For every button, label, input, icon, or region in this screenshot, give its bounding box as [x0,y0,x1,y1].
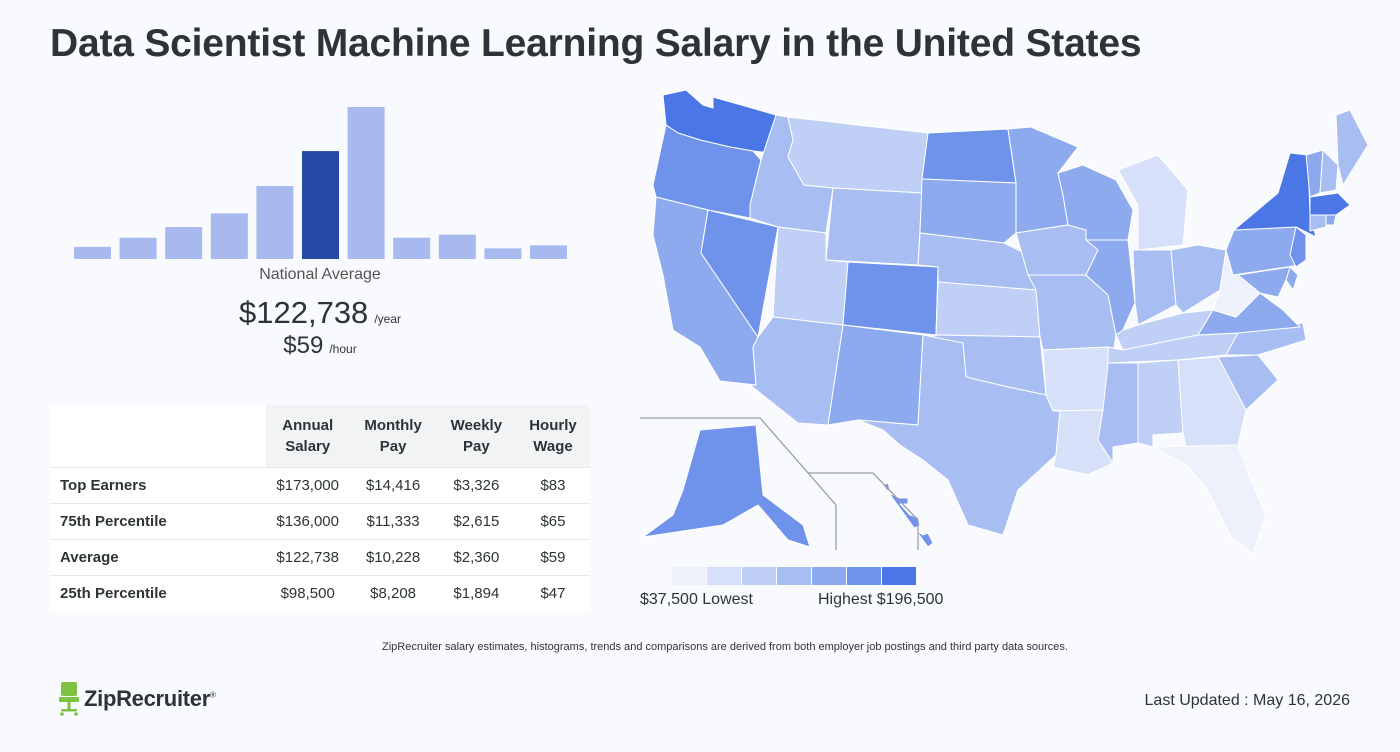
row-label: 25th Percentile [50,575,266,612]
histogram-bar [256,186,294,259]
state-hi[interactable] [882,482,934,548]
cell-weekly: $3,326 [436,467,516,504]
cell-annual: $122,738 [266,539,350,576]
table-row: 75th Percentile $136,000 $11,333 $2,615 … [50,503,590,540]
legend-swatch-7 [882,567,916,585]
state-in[interactable] [1132,249,1177,326]
state-md[interactable] [1237,266,1291,298]
cell-annual: $136,000 [266,503,350,540]
state-ak[interactable] [642,424,811,548]
registered-mark: ® [209,690,216,700]
state-wy[interactable] [825,187,923,266]
histogram-bar-average [302,151,339,259]
histogram-bar [74,246,111,259]
state-co[interactable] [842,261,939,336]
header-weekly-pay: Weekly Pay [436,405,516,468]
national-average-label: National Average [259,266,381,283]
last-updated: Last Updated : May 16, 2026 [1144,692,1350,709]
state-al[interactable] [1137,359,1184,448]
histogram-bar [530,245,567,259]
histogram-bar [347,107,385,259]
cell-monthly: $14,416 [349,467,437,504]
histogram-bar [210,213,248,259]
cell-weekly: $1,894 [436,575,516,612]
state-nh[interactable] [1319,149,1339,194]
cell-hourly: $83 [515,467,590,504]
cell-monthly: $8,208 [349,575,437,612]
cell-hourly: $65 [515,503,590,540]
chair-icon [59,682,79,716]
state-fl[interactable] [1152,444,1267,554]
hourly-average-value: $59 [283,332,324,359]
hourly-unit: /hour [329,342,357,356]
state-tx[interactable] [857,334,1061,536]
state-ks[interactable] [935,281,1041,338]
hourly-average: $59/hour [160,332,480,360]
state-ar[interactable] [1042,346,1109,412]
state-shapes [642,89,1369,554]
cell-monthly: $11,333 [349,503,437,540]
state-ms[interactable] [1097,362,1139,464]
histogram-bar [393,237,431,259]
legend-high-label: Highest $196,500 [818,591,944,608]
us-salary-map [640,89,1369,554]
table-header-blank [50,405,266,468]
cell-hourly: $59 [515,539,590,576]
legend-low-label: $37,500 Lowest [640,591,753,608]
ziprecruiter-logo[interactable]: ZipRecruiter® [58,682,216,716]
row-label: Top Earners [50,467,266,504]
cell-weekly: $2,360 [436,539,516,576]
cell-annual: $98,500 [266,575,350,612]
row-label: Average [50,539,266,576]
hawaii-inset-frame [808,472,919,550]
histogram-bar [165,227,203,259]
data-source-footnote: ZipRecruiter salary estimates, histogram… [382,641,1068,653]
header-hourly-wage: Hourly Wage [515,405,590,468]
header-monthly-pay: Monthly Pay [349,405,437,468]
legend-swatch-2 [707,567,741,585]
state-sd[interactable] [919,178,1017,244]
histogram-bar [438,234,476,259]
row-label: 75th Percentile [50,503,266,540]
page-title: Data Scientist Machine Learning Salary i… [50,22,1142,65]
percentile-table: Annual Salary Monthly Pay Weekly Pay Hourly… [50,405,590,612]
state-ct[interactable] [1309,214,1327,232]
state-nj[interactable] [1289,226,1307,268]
state-nd[interactable] [921,128,1017,184]
salary-histogram [74,107,567,259]
annual-unit: /year [374,312,401,326]
state-nc[interactable] [1225,322,1307,356]
state-sc[interactable] [1217,354,1279,411]
legend-swatch-1 [672,567,706,585]
brand-name: ZipRecruiter® [84,686,216,711]
table-row: 25th Percentile $98,500 $8,208 $1,894 $4… [50,575,590,612]
legend-swatch-4 [777,567,811,585]
alaska-inset-frame [640,417,837,550]
state-ma[interactable] [1309,192,1351,216]
state-mi[interactable] [1117,154,1189,251]
state-mt[interactable] [787,116,929,194]
state-me[interactable] [1335,109,1369,186]
annual-average: $122,738/year [160,295,480,331]
table-row: Average $122,738 $10,228 $2,360 $59 [50,539,590,576]
state-ri[interactable] [1325,214,1337,226]
histogram-bar [119,237,157,259]
cell-annual: $173,000 [266,467,350,504]
cell-hourly: $47 [515,575,590,612]
state-ny[interactable] [1233,152,1317,238]
state-nm[interactable] [827,324,924,426]
legend-swatch-5 [812,567,846,585]
histogram-bar [484,248,522,259]
annual-average-value: $122,738 [239,295,369,330]
legend-swatch-6 [847,567,881,585]
table-row: Top Earners $173,000 $14,416 $3,326 $83 [50,467,590,504]
table-header-row: Annual Salary Monthly Pay Weekly Pay Hourly… [50,405,590,468]
cell-monthly: $10,228 [349,539,437,576]
legend-swatch-3 [742,567,776,585]
state-az[interactable] [749,316,844,426]
cell-weekly: $2,615 [436,503,516,540]
header-annual-salary: Annual Salary [266,405,350,468]
map-legend-scale [672,567,917,585]
